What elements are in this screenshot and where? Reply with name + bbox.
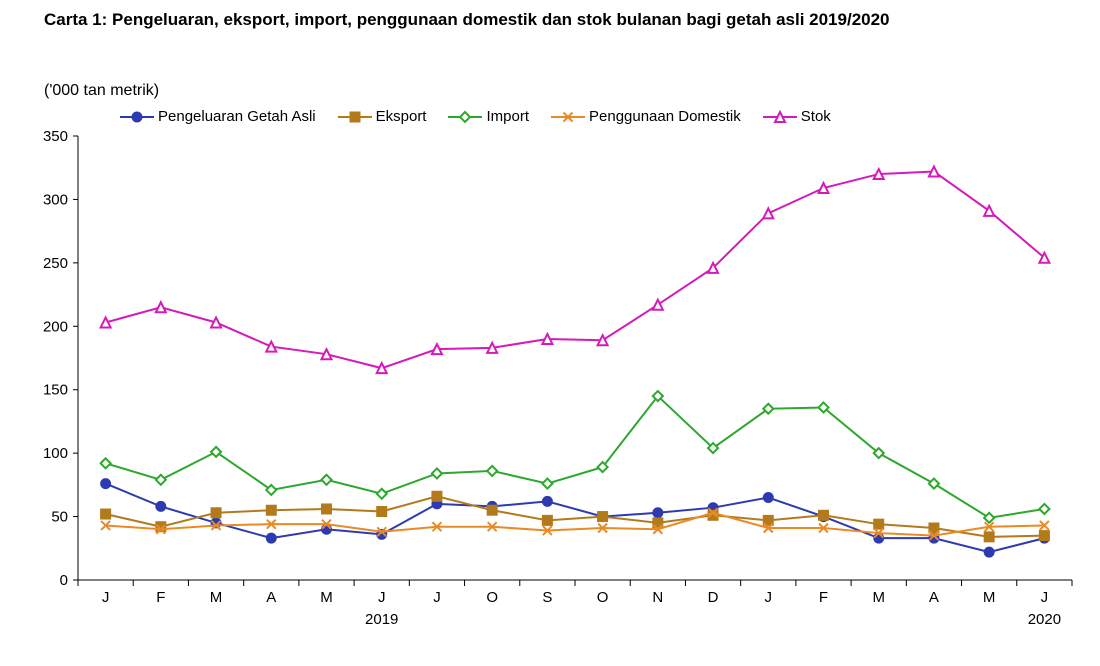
x-group-label: 2020 bbox=[1028, 611, 1061, 628]
x-tick-label: M bbox=[983, 589, 996, 606]
x-tick-label: J bbox=[102, 589, 110, 606]
x-tick-label: D bbox=[708, 589, 719, 606]
x-tick-label: M bbox=[872, 589, 885, 606]
x-tick-label: M bbox=[320, 589, 333, 606]
legend-item: Stok bbox=[763, 108, 831, 125]
y-axis-unit: ('000 tan metrik) bbox=[44, 82, 159, 100]
y-tick-label: 50 bbox=[51, 509, 68, 526]
x-tick-label: J bbox=[433, 589, 441, 606]
legend-item: Eksport bbox=[338, 108, 427, 125]
legend-label: Penggunaan Domestik bbox=[589, 108, 741, 125]
line-chart: 0 50 100 150 200 250 300 350 J F M A M J J O S O N D J F M A M J 2… bbox=[0, 128, 1100, 666]
x-tick-label: A bbox=[929, 589, 939, 606]
chart-legend: Pengeluaran Getah Asli Eksport Import Pengg… bbox=[120, 108, 831, 125]
y-tick-label: 350 bbox=[43, 128, 68, 145]
x-tick-label: J bbox=[1041, 589, 1049, 606]
legend-item: Import bbox=[448, 108, 529, 125]
legend-label: Pengeluaran Getah Asli bbox=[158, 108, 316, 125]
x-tick-label: F bbox=[819, 589, 828, 606]
legend-item: Penggunaan Domestik bbox=[551, 108, 741, 125]
x-tick-label: J bbox=[765, 589, 773, 606]
x-tick-label: J bbox=[378, 589, 386, 606]
legend-label: Eksport bbox=[376, 108, 427, 125]
legend-label: Import bbox=[486, 108, 529, 125]
x-tick-label: A bbox=[266, 589, 276, 606]
legend-swatch bbox=[120, 110, 154, 124]
x-group-label: 2019 bbox=[365, 611, 398, 628]
legend-swatch bbox=[338, 110, 372, 124]
legend-swatch bbox=[448, 110, 482, 124]
legend-swatch bbox=[763, 110, 797, 124]
y-tick-label: 100 bbox=[43, 445, 68, 462]
series-line bbox=[106, 172, 1045, 369]
x-tick-label: M bbox=[210, 589, 223, 606]
y-tick-label: 0 bbox=[60, 572, 68, 589]
y-tick-label: 150 bbox=[43, 382, 68, 399]
legend-swatch bbox=[551, 110, 585, 124]
y-tick-label: 300 bbox=[43, 191, 68, 208]
legend-item: Pengeluaran Getah Asli bbox=[120, 108, 316, 125]
x-tick-label: N bbox=[652, 589, 663, 606]
x-tick-label: F bbox=[156, 589, 165, 606]
series-line bbox=[106, 396, 1045, 518]
y-tick-label: 200 bbox=[43, 318, 68, 335]
chart-page: { "title": "Carta 1: Pengeluaran, ekspor… bbox=[0, 0, 1100, 666]
y-tick-label: 250 bbox=[43, 255, 68, 272]
x-tick-label: O bbox=[597, 589, 609, 606]
x-tick-label: O bbox=[486, 589, 498, 606]
legend-label: Stok bbox=[801, 108, 831, 125]
x-tick-label: S bbox=[542, 589, 552, 606]
chart-title: Carta 1: Pengeluaran, eksport, import, p… bbox=[44, 10, 890, 30]
